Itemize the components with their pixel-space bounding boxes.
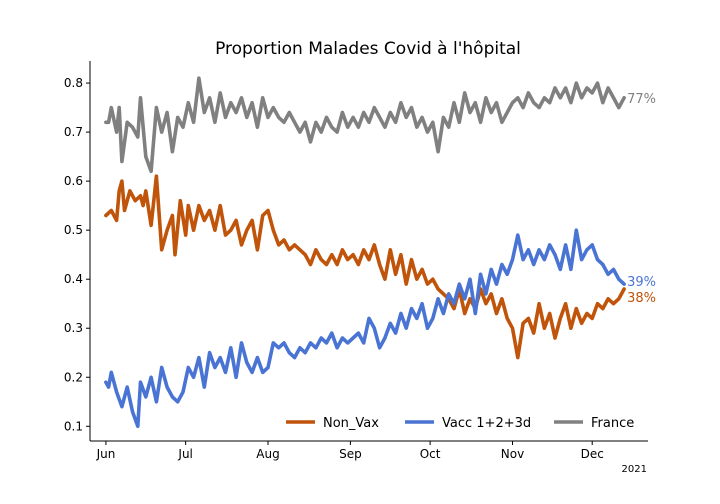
y-tick-label: 0.7 <box>64 125 83 139</box>
series-line-france <box>104 76 626 174</box>
y-tick-label: 0.2 <box>64 370 83 384</box>
series-line-vacc-1-2-3d <box>104 228 626 429</box>
y-tick-label: 0.3 <box>64 321 83 335</box>
legend-entry: Non_Vax <box>323 416 379 431</box>
y-tick-label: 0.1 <box>64 419 83 433</box>
legend-entry: Vacc 1+2+3d <box>442 416 531 431</box>
x-tick-label: Oct <box>420 447 441 461</box>
x-tick-label: Jun <box>96 447 116 461</box>
y-ticks: 0.1 0.2 0.3 0.4 0.5 0.6 0.7 0.8 <box>64 76 90 433</box>
x-tick-label: Nov <box>501 447 524 461</box>
y-tick-label: 0.4 <box>64 272 83 286</box>
legend: Non_Vax Vacc 1+2+3d France <box>286 416 634 431</box>
legend-entry: France <box>591 416 634 431</box>
y-tick-label: 0.5 <box>64 223 83 237</box>
y-tick-label: 0.6 <box>64 174 83 188</box>
x-tick-label: Sep <box>339 447 362 461</box>
series-line-non-vax <box>104 174 626 360</box>
chart-title: Proportion Malades Covid à l'hôpital <box>215 39 521 59</box>
series-end-label: 39% <box>627 275 656 290</box>
series-end-label: 38% <box>627 291 656 306</box>
end-labels: 38%39% 77% <box>627 92 656 306</box>
x-tick-label: Aug <box>256 447 279 461</box>
x-tick-label: Jul <box>177 447 192 461</box>
x-tick-label: Dec <box>581 447 604 461</box>
year-label: 2021 <box>622 464 647 475</box>
x-ticks: Jun Jul Aug Sep Oct Nov Dec <box>96 441 604 461</box>
series-lines <box>104 76 626 429</box>
series-end-label: 77% <box>627 92 656 107</box>
y-tick-label: 0.8 <box>64 76 83 90</box>
